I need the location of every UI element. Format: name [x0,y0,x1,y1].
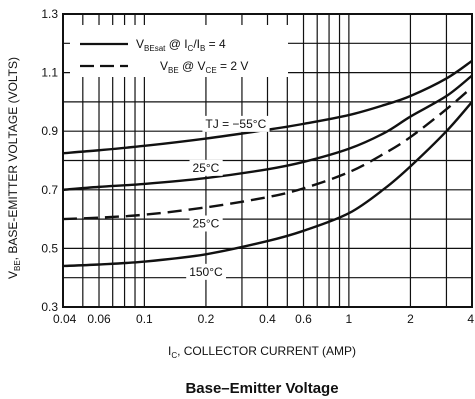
curve-label-text: 25°C [193,216,220,230]
y-tick-label: 1.3 [41,7,58,21]
x-tick-label: 1 [346,312,353,326]
curve-label-text: 25°C [193,161,220,175]
legend-entry-vbe: VBE @ VCE = 2 V [160,59,248,75]
y-tick-label: 0.3 [41,300,58,314]
x-tick-label: 0.06 [87,312,111,326]
x-tick-label: 0.1 [136,312,153,326]
x-tick-label: 0.6 [295,312,312,326]
curve-label-background [202,115,270,132]
x-tick-label: 0.4 [259,312,276,326]
x-tick-label: 2 [407,312,414,326]
x-tick-label: 0.2 [198,312,215,326]
series-line-vbe-2 [62,86,473,221]
plot-frame [62,13,473,308]
y-axis-label: VBE, BASE-EMITTER VOLTAGE (VOLTS) [6,57,22,279]
y-tick-label: 0.9 [41,124,58,138]
chart-title: Base–Emitter Voltage [185,380,338,397]
curve-label-text: 150°C [189,265,223,279]
series-line-vbesat-0 [62,59,473,155]
legend: VBEsat @ IC/IB = 4 VBE @ VCE = 2 V [70,25,288,77]
curve-label: 25°C [189,215,223,232]
curve-label-text: TJ = −55°C [205,117,266,131]
legend-entry-vbesat: VBEsat @ IC/IB = 4 [136,37,226,53]
tick-labels: 0.3 0.5 0.7 0.9 1.1 1.3 0.04 0.06 0.1 0.2 0.4 0.6 1 2… [41,7,474,326]
curve-label-background [189,159,223,176]
series-line-vbesat-3 [62,101,473,268]
curve-label: 150°C [186,263,227,280]
x-axis-label: IC, COLLECTOR CURRENT (AMP) [168,344,356,360]
series-line-vbesat-1 [62,74,473,191]
curve-label: 25°C [189,159,223,176]
x-tick-label: 4 [467,312,474,326]
y-tick-label: 0.7 [41,183,58,197]
y-tick-label: 0.5 [41,241,58,255]
curve-labels: TJ = −55°C 25°C 25°C 150°C [186,115,270,280]
curve-label: TJ = −55°C [202,115,270,132]
x-tick-label: 0.04 [53,312,77,326]
y-tick-label: 1.1 [41,66,58,80]
legend-background [70,25,288,77]
curves [62,59,473,268]
plot-border [62,13,473,308]
curve-label-background [189,215,223,232]
curve-label-background [186,263,227,280]
